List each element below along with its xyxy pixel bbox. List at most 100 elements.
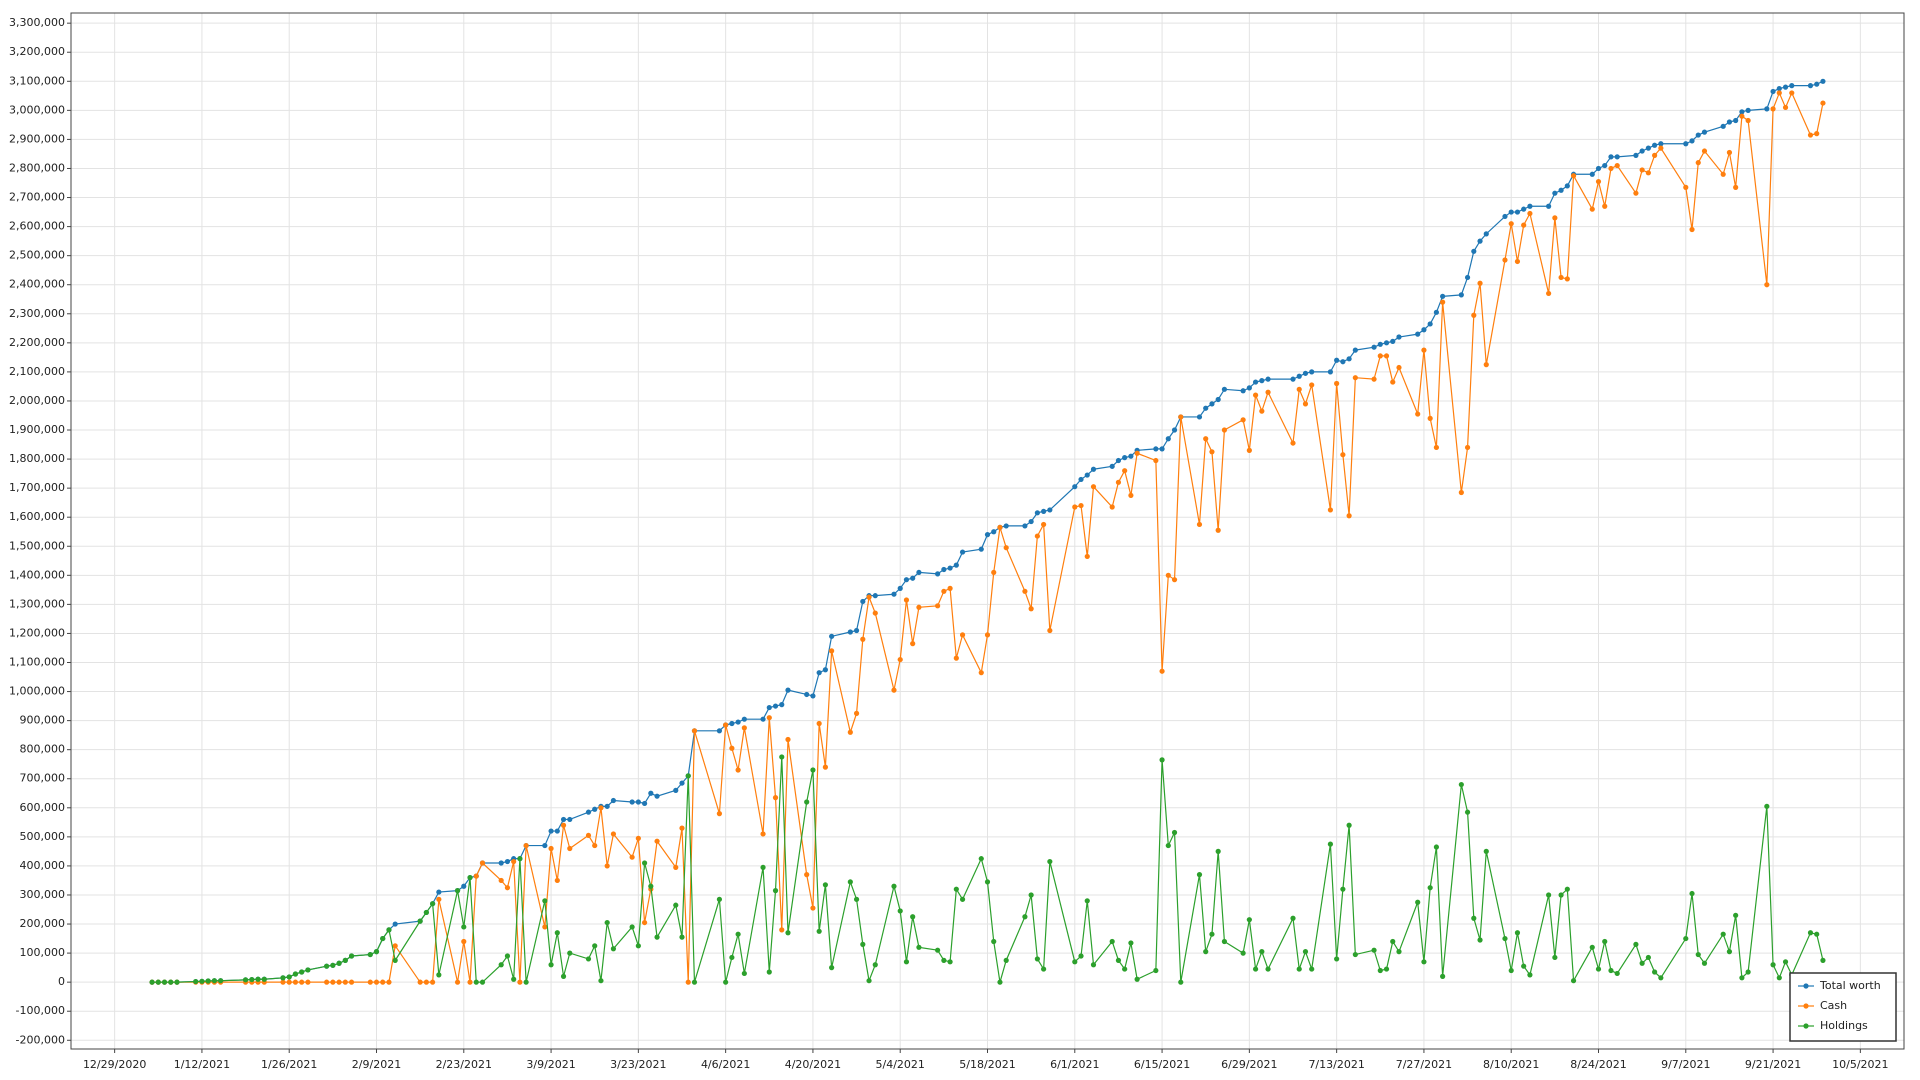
data-point xyxy=(1034,956,1040,962)
data-point xyxy=(1072,504,1078,510)
y-tick-label: 3,300,000 xyxy=(9,16,65,29)
data-point xyxy=(1789,90,1795,96)
data-point xyxy=(673,864,679,870)
data-point xyxy=(373,979,380,985)
data-point xyxy=(810,767,816,773)
data-point xyxy=(1608,165,1614,172)
data-point xyxy=(1764,282,1770,288)
data-point xyxy=(860,941,866,947)
data-point xyxy=(554,930,560,936)
data-point xyxy=(392,957,398,963)
data-point xyxy=(299,979,305,985)
data-point xyxy=(348,979,355,985)
legend-label: Cash xyxy=(1820,999,1847,1012)
y-tick-label: 3,200,000 xyxy=(9,45,65,58)
data-point xyxy=(1502,257,1508,263)
data-point xyxy=(473,873,479,879)
data-point xyxy=(1115,957,1122,963)
data-point xyxy=(810,905,816,911)
data-point xyxy=(1464,274,1471,281)
data-point xyxy=(1527,972,1533,978)
data-point xyxy=(935,603,941,609)
legend-marker xyxy=(1803,1023,1809,1029)
data-point xyxy=(1564,886,1570,892)
data-point xyxy=(1570,978,1577,984)
data-point xyxy=(1153,967,1159,974)
legend-marker xyxy=(1803,1003,1809,1009)
data-point xyxy=(1334,956,1340,962)
data-point xyxy=(716,896,723,902)
data-point xyxy=(560,973,567,979)
data-point xyxy=(1396,949,1402,955)
data-point xyxy=(1570,173,1577,179)
legend-label: Holdings xyxy=(1820,1019,1868,1032)
data-point xyxy=(654,838,660,844)
data-point xyxy=(1427,415,1433,421)
data-point xyxy=(947,959,953,965)
data-point xyxy=(685,773,691,779)
data-point xyxy=(1196,521,1203,528)
data-point xyxy=(1689,890,1695,897)
data-point xyxy=(1171,829,1178,836)
y-tick-label: 500,000 xyxy=(20,830,66,843)
data-point xyxy=(1770,88,1776,95)
data-point xyxy=(1770,962,1776,968)
y-tick-label: 200,000 xyxy=(20,917,66,930)
data-point xyxy=(548,962,554,968)
data-point xyxy=(991,938,997,945)
data-point xyxy=(1034,510,1040,516)
data-point xyxy=(779,754,785,760)
data-point xyxy=(1390,938,1396,945)
data-point xyxy=(1352,951,1358,958)
data-point xyxy=(1178,414,1184,420)
x-tick-label: 8/24/2021 xyxy=(1570,1058,1626,1071)
legend-marker xyxy=(1803,983,1809,989)
data-point xyxy=(1334,357,1340,363)
data-point xyxy=(1421,327,1427,333)
data-point xyxy=(1820,957,1826,963)
data-point xyxy=(585,832,592,839)
data-point xyxy=(1396,334,1402,340)
y-tick-label: 600,000 xyxy=(20,801,66,814)
data-point xyxy=(1221,427,1228,433)
x-tick-label: 3/9/2021 xyxy=(526,1058,575,1071)
data-point xyxy=(454,979,461,985)
data-point xyxy=(760,716,766,722)
legend-label: Total worth xyxy=(1819,979,1881,992)
data-point xyxy=(679,825,685,831)
data-point xyxy=(641,860,648,866)
data-point xyxy=(548,828,554,834)
y-tick-label: 2,000,000 xyxy=(9,394,65,407)
data-point xyxy=(255,976,261,982)
data-point xyxy=(1215,527,1221,533)
y-tick-label: 300,000 xyxy=(20,888,66,901)
data-point xyxy=(1726,149,1733,156)
data-point xyxy=(1122,455,1128,461)
data-point xyxy=(1558,187,1564,193)
data-point xyxy=(991,529,997,535)
data-point xyxy=(542,924,548,930)
data-point xyxy=(1514,209,1521,215)
data-point xyxy=(1733,117,1739,124)
data-point xyxy=(1652,969,1658,975)
data-point xyxy=(155,979,161,985)
data-point xyxy=(635,943,641,949)
data-point xyxy=(1433,309,1439,315)
data-point xyxy=(1115,479,1122,485)
data-point xyxy=(1782,84,1789,90)
x-tick-label: 2/9/2021 xyxy=(352,1058,401,1071)
data-point xyxy=(517,856,523,862)
data-point xyxy=(1614,970,1620,977)
data-point xyxy=(1726,949,1733,955)
data-point xyxy=(1302,370,1309,376)
data-point xyxy=(1440,293,1446,299)
data-point xyxy=(1514,258,1521,265)
data-point xyxy=(1215,848,1221,854)
data-point xyxy=(348,953,355,959)
data-point xyxy=(610,946,617,952)
data-point xyxy=(461,938,467,945)
data-point xyxy=(654,934,660,940)
data-point xyxy=(567,845,573,852)
data-point xyxy=(1041,521,1047,528)
